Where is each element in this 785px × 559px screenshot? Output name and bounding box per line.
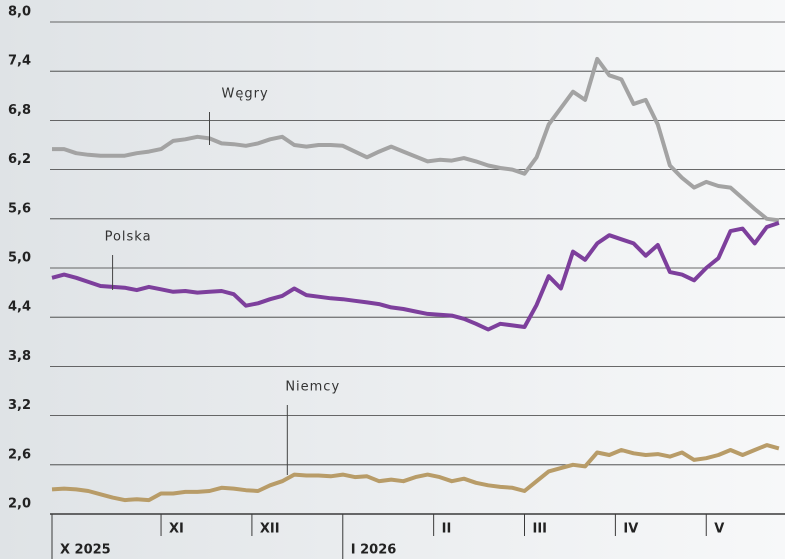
x-tick-label: IV <box>623 522 638 537</box>
y-tick-label: 5,0 <box>8 251 31 266</box>
y-tick-label: 4,4 <box>8 300 31 315</box>
series-label: Węgry <box>222 87 269 102</box>
series-line <box>51 443 780 503</box>
x-tick-label: I 2026 <box>351 543 397 558</box>
y-tick-label: 3,2 <box>8 398 31 413</box>
x-tick-label: III <box>533 522 548 537</box>
series-line <box>52 56 780 223</box>
x-tick-label: V <box>714 522 724 537</box>
y-tick-label: 2,6 <box>8 447 31 462</box>
x-tick-label: XII <box>260 522 280 537</box>
series-label: Polska <box>105 230 152 245</box>
series-line <box>51 221 780 332</box>
y-tick-label: 6,8 <box>8 103 31 118</box>
y-tick-label: 2,0 <box>8 497 31 512</box>
x-tick-label: X 2025 <box>60 543 111 558</box>
y-tick-label: 6,2 <box>8 152 31 167</box>
x-tick-label: XI <box>169 522 184 537</box>
y-tick-label: 7,4 <box>8 54 31 69</box>
x-tick-label: II <box>442 522 452 537</box>
y-tick-label: 5,6 <box>8 201 31 216</box>
series-label: Niemcy <box>285 380 340 395</box>
y-tick-label: 8,0 <box>8 5 31 20</box>
y-tick-label: 3,8 <box>8 349 31 364</box>
